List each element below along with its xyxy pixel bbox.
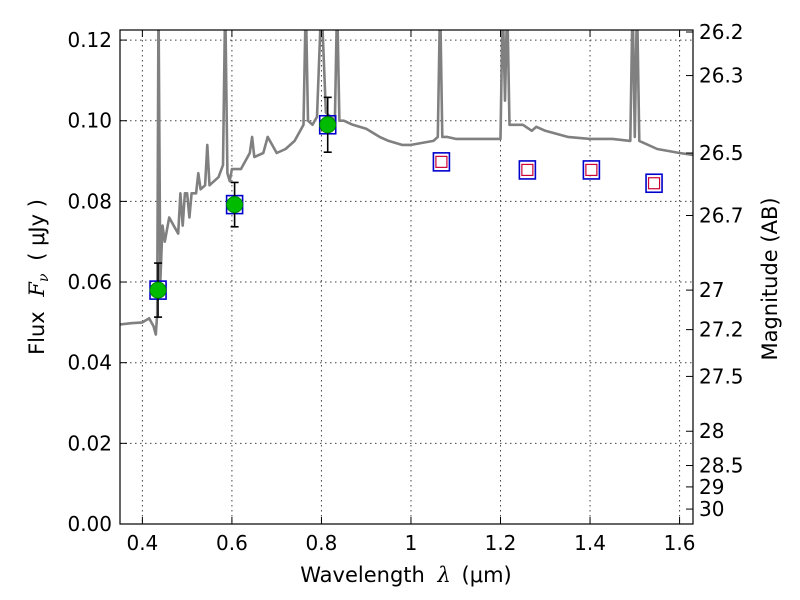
sed-model-line xyxy=(120,30,693,336)
y2-tick-label: 26.2 xyxy=(699,20,744,44)
plot-frame xyxy=(119,29,694,525)
observed-point xyxy=(226,196,244,214)
y-tick-label: 0.02 xyxy=(67,431,112,455)
x-axis-title: Wavelength λ (μm) xyxy=(300,563,511,587)
upper-limit-marker xyxy=(521,163,534,177)
x-tick-label: 1.6 xyxy=(664,531,696,555)
observed-point xyxy=(149,281,167,299)
x-tick-label: 0.6 xyxy=(216,531,248,555)
upper-limit-marker xyxy=(435,155,448,168)
y2-axis-title: Magnitude (AB) xyxy=(758,197,782,360)
x-tick-label: 0.8 xyxy=(306,531,338,555)
y2-tick-label: 28 xyxy=(699,419,724,443)
y-tick-label: 0.06 xyxy=(67,270,112,294)
y2-tick-label: 30 xyxy=(699,497,724,521)
y-tick-label: 0.10 xyxy=(67,109,112,133)
model-photometry-marker xyxy=(582,160,601,180)
x-tick-label: 1.2 xyxy=(485,531,517,555)
y2-tick-label: 28.5 xyxy=(699,454,744,478)
y2-tick-label: 27.5 xyxy=(699,364,744,388)
model-photometry-marker xyxy=(645,173,663,194)
upper-limit-marker xyxy=(647,177,661,190)
plot-area xyxy=(120,30,693,336)
y2-tick-label: 27.2 xyxy=(699,318,744,342)
axes: 0.4 0.6 0.8 1 1.2 1.4 1.6 0.00 0.02 0.04 0.06 0.08 0… xyxy=(67,20,743,555)
x-tick-label: 0.4 xyxy=(126,531,158,555)
y2-tick-label: 26.5 xyxy=(699,141,744,165)
y2-tick-label: 26.7 xyxy=(699,204,744,228)
model-photometry-marker xyxy=(432,152,451,172)
y-tick-label: 0.08 xyxy=(67,189,112,213)
y2-tick-label: 29 xyxy=(699,475,724,499)
y-tick-label: 0.04 xyxy=(67,351,112,375)
y-tick-label: 0.12 xyxy=(67,28,112,52)
model-photometry-marker xyxy=(518,160,537,180)
x-tick-label: 1 xyxy=(405,531,418,555)
y2-tick-label: 27 xyxy=(699,278,724,302)
y-tick-label: 0.00 xyxy=(67,512,112,536)
y2-tick-label: 26.3 xyxy=(699,64,744,88)
x-tick-label: 1.4 xyxy=(574,531,606,555)
upper-limit-marker xyxy=(585,163,598,177)
observed-point xyxy=(319,116,337,134)
y-axis-title: Flux Fν ( μJy ) xyxy=(25,199,53,355)
